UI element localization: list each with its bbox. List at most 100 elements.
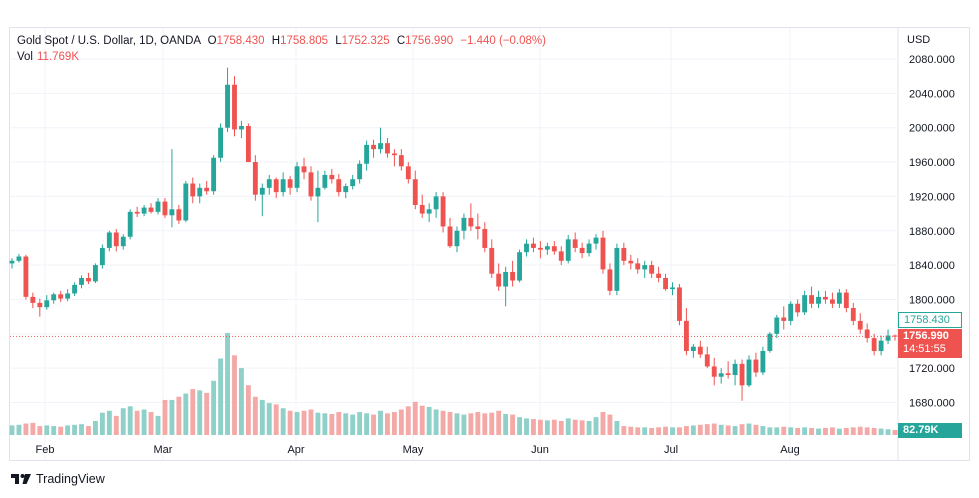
volume-bar xyxy=(336,412,342,435)
volume-bar xyxy=(850,427,856,435)
candle-body xyxy=(663,277,668,290)
candle-body xyxy=(802,295,808,313)
candle-body xyxy=(697,346,703,355)
candle-body xyxy=(774,317,780,334)
symbol-title[interactable]: Gold Spot / U.S. Dollar, 1D, OANDA xyxy=(17,35,201,47)
volume-bar xyxy=(600,412,606,435)
volume-bar xyxy=(162,399,168,435)
y-tick-label: 2080.000 xyxy=(909,54,955,66)
volume-bar xyxy=(141,409,147,435)
volume-bar xyxy=(343,413,349,435)
candle-body xyxy=(704,354,710,367)
candle-body xyxy=(294,166,300,188)
volume-bar xyxy=(531,419,536,435)
candle-body xyxy=(79,277,84,285)
candle-body xyxy=(398,155,404,167)
volume-bar xyxy=(99,412,105,435)
candle-body xyxy=(781,317,787,321)
volume-bar xyxy=(176,396,182,435)
volume-legend: Vol 11.769K xyxy=(17,51,79,63)
candle-body xyxy=(405,166,411,180)
candle-body xyxy=(301,166,307,173)
candle-body xyxy=(232,84,237,130)
volume-bar xyxy=(690,425,696,435)
volume-bar xyxy=(767,427,773,435)
volume-bar xyxy=(308,409,314,435)
close-label: C xyxy=(396,35,406,47)
volume-bar xyxy=(120,408,126,435)
candle-body xyxy=(225,84,230,128)
bar-countdown: 14:51:55 xyxy=(903,343,946,355)
volume-bar xyxy=(892,429,898,435)
brand-name: TradingView xyxy=(36,472,105,486)
volume-bar xyxy=(732,426,738,435)
volume-bar xyxy=(670,427,675,435)
volume-bar xyxy=(816,428,821,435)
volume-bar xyxy=(593,417,599,435)
currency-label[interactable]: USD xyxy=(907,34,931,46)
volume-bar xyxy=(677,427,682,435)
candle-body xyxy=(621,247,627,261)
volume-bar xyxy=(503,413,509,435)
volume-bar xyxy=(315,412,321,435)
volume-bar xyxy=(58,426,64,435)
volume-bar xyxy=(836,428,842,435)
candle-body xyxy=(753,359,759,373)
y-tick-label: 2000.000 xyxy=(909,123,955,135)
volume-bar xyxy=(350,414,356,435)
volume-bar xyxy=(475,412,481,435)
volume-bar xyxy=(468,413,474,435)
candle-body xyxy=(113,232,119,247)
candle-body xyxy=(690,346,696,351)
candle-body xyxy=(829,299,835,304)
candle-body xyxy=(677,287,682,321)
volume-bar xyxy=(16,424,22,435)
volume-bar xyxy=(169,399,175,435)
candle-body xyxy=(44,300,50,308)
candle-body xyxy=(273,179,279,193)
candle-body xyxy=(371,144,376,150)
candle-body xyxy=(23,256,29,297)
volume-bar xyxy=(711,423,717,435)
x-tick-label: Jul xyxy=(664,444,678,456)
candle-body xyxy=(329,174,335,180)
candle-body xyxy=(65,293,71,299)
volume-bar xyxy=(537,419,543,435)
candle-body xyxy=(767,333,773,351)
candle-body xyxy=(850,308,856,321)
candle-body xyxy=(315,187,321,197)
volume-bar xyxy=(565,418,571,435)
last-price-value: 1756.990 xyxy=(903,330,949,342)
candle-body xyxy=(871,338,877,351)
candle-body xyxy=(336,179,342,193)
volume-bar xyxy=(211,380,217,435)
candle-body xyxy=(378,143,383,150)
candle-body xyxy=(510,271,516,281)
candle-body xyxy=(468,217,474,227)
volume-bar xyxy=(92,420,98,435)
volume-bar xyxy=(635,427,641,435)
volume-value: 11.769K xyxy=(37,51,79,63)
close-value: 1756.990 xyxy=(405,35,454,47)
volume-bar xyxy=(197,390,203,435)
y-tick-label: 1680.000 xyxy=(909,398,955,410)
candle-body xyxy=(204,187,210,192)
candle-body xyxy=(586,243,592,254)
volume-bar xyxy=(44,425,50,435)
volume-bar xyxy=(30,422,36,435)
candle-body xyxy=(864,329,870,339)
candle-body xyxy=(461,217,467,231)
volume-bar xyxy=(454,413,460,435)
y-tick-label: 1880.000 xyxy=(909,226,955,238)
volume-bar xyxy=(857,426,863,435)
volume-bar xyxy=(746,423,752,435)
volume-bar xyxy=(127,406,133,435)
x-tick-label: Feb xyxy=(36,444,55,456)
candle-body xyxy=(614,247,620,291)
volume-bar xyxy=(885,429,891,435)
volume-bar xyxy=(37,426,43,435)
tradingview-brand[interactable]: TradingView xyxy=(10,472,105,486)
y-tick-label: 1720.000 xyxy=(909,363,955,375)
y-tick-label: 1960.000 xyxy=(909,157,955,169)
